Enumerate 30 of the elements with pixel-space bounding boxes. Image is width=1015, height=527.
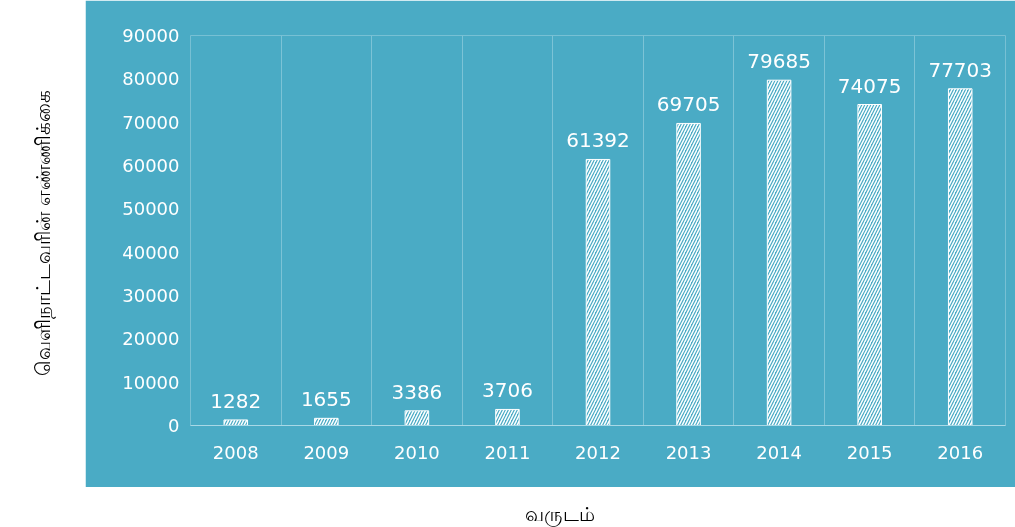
y-tick-label: 90000 xyxy=(122,25,180,46)
y-tick-label: 50000 xyxy=(122,198,180,220)
data-label: 3706 xyxy=(482,378,533,403)
y-tick-label: 40000 xyxy=(122,241,180,263)
data-label: 3386 xyxy=(391,379,443,404)
y-tick-label: 20000 xyxy=(122,328,180,350)
y-tick-label: 10000 xyxy=(122,371,180,393)
y-tick-label: 0 xyxy=(168,415,180,436)
x-tick-label: 2008 xyxy=(212,441,259,463)
x-tick-label: 2012 xyxy=(575,441,621,463)
x-axis-title: வருடம் xyxy=(524,501,596,527)
y-tick-label: 70000 xyxy=(122,111,180,133)
y-tick-label: 30000 xyxy=(122,285,180,306)
x-tick-label: 2016 xyxy=(937,441,984,463)
data-label: 1282 xyxy=(210,388,262,413)
y-tick-label: 60000 xyxy=(122,155,180,176)
x-tick-label: 2010 xyxy=(393,441,440,463)
data-label: 77703 xyxy=(928,57,993,82)
x-tick-label: 2009 xyxy=(303,441,350,463)
data-label: 69705 xyxy=(656,92,721,117)
y-axis-title: வெளிநாட்டவரின் எண்ணிக்கை xyxy=(30,88,56,379)
data-label: 1655 xyxy=(300,387,352,412)
x-tick-label: 2015 xyxy=(846,441,893,463)
x-tick-label: 2013 xyxy=(665,441,712,463)
x-tick-label: 2011 xyxy=(484,441,531,463)
x-tick-label: 2014 xyxy=(756,441,803,463)
data-label: 74075 xyxy=(837,73,902,98)
data-label: 79685 xyxy=(747,49,811,74)
data-label: 61392 xyxy=(566,128,630,153)
y-tick-label: 80000 xyxy=(122,68,180,90)
